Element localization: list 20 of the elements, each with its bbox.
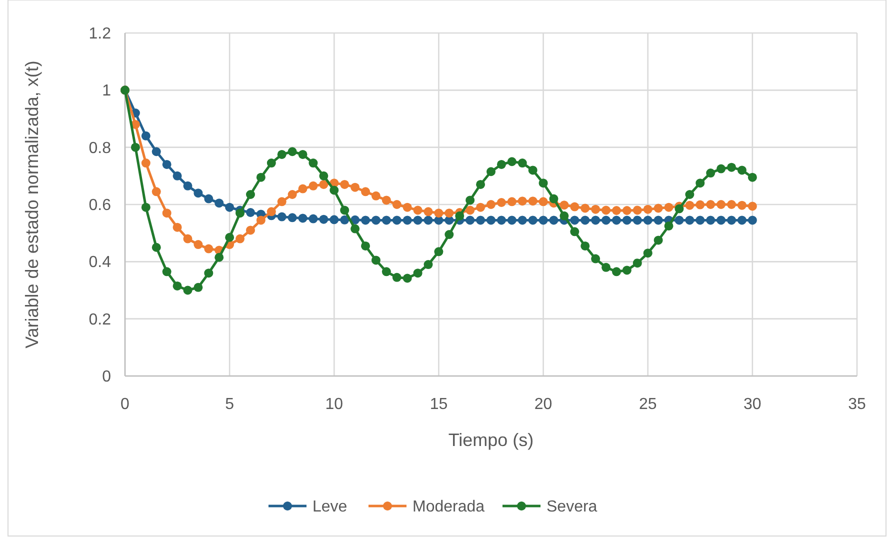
x-tick-label: 35: [848, 396, 866, 413]
legend-label: Leve: [312, 498, 348, 516]
legend-label: Moderada: [412, 498, 485, 516]
x-tick-label: 5: [225, 396, 234, 413]
x-tick-label: 30: [744, 396, 762, 413]
y-tick-label: 0.6: [88, 197, 112, 214]
y-tick-label: 0.8: [88, 140, 112, 157]
x-axis-title: Tiempo (s): [448, 430, 534, 450]
y-axis-title: Variable de estado normalizada, x(t): [22, 60, 42, 348]
y-tick-label: 0: [102, 368, 112, 386]
y-tick-label: 1: [102, 82, 112, 100]
x-tick-label: 10: [325, 396, 344, 413]
y-tick-label: 0.2: [88, 311, 112, 328]
legend-label: Severa: [546, 498, 598, 516]
x-tick-label: 20: [534, 396, 552, 413]
x-tick-label: 15: [430, 396, 448, 413]
x-tick-label: 25: [638, 396, 657, 413]
y-tick-label: 0.4: [88, 254, 112, 272]
x-tick-label: 0: [120, 396, 130, 413]
y-tick-label: 1.2: [88, 26, 112, 42]
